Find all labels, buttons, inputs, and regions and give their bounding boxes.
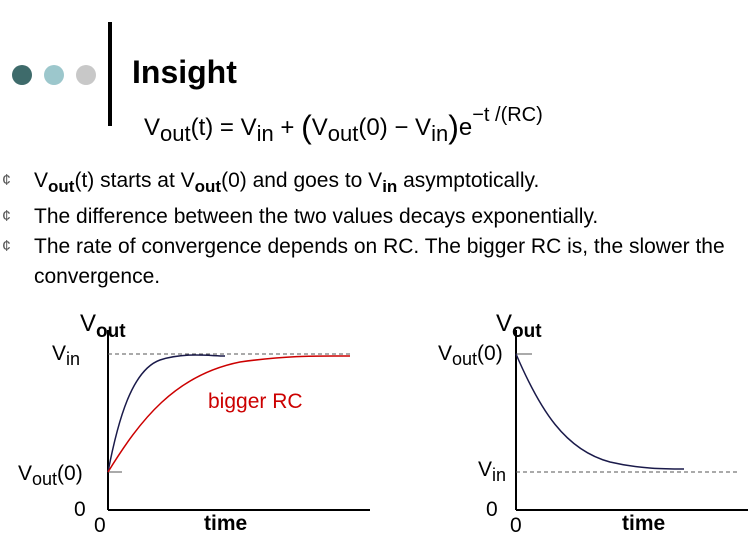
bullet-item: ¢ The rate of convergence depends on RC.… — [0, 232, 740, 292]
decorative-dot-teal — [44, 65, 64, 85]
bullet-list: ¢ Vout(t) starts at Vout(0) and goes to … — [0, 166, 740, 292]
right-vin-label: Vin — [478, 458, 507, 485]
bullet-item: ¢ The difference between the two values … — [0, 202, 740, 232]
left-origin-x: 0 — [94, 514, 106, 537]
left-annotation: bigger RC — [208, 390, 303, 413]
left-curve-small-rc — [107, 354, 226, 473]
right-vout0-label: Vout(0) — [438, 342, 503, 369]
left-vin-label: Vin — [52, 342, 81, 369]
title-divider — [108, 22, 112, 126]
left-curve-big-rc — [107, 355, 351, 473]
left-x-axis-label: time — [204, 512, 248, 535]
decorative-dot-gray — [76, 65, 96, 85]
right-y-axis-label: Vout — [496, 310, 542, 342]
bullet-icon: ¢ — [2, 172, 11, 189]
slide-title: Insight — [132, 54, 237, 90]
right-x-axis-label: time — [622, 512, 666, 535]
left-y-axis-label: Vout — [80, 310, 126, 342]
right-origin-y: 0 — [486, 498, 498, 521]
left-origin-y: 0 — [74, 498, 86, 521]
left-vout0-label: Vout(0) — [18, 462, 83, 489]
decorative-dot-dark — [12, 65, 32, 85]
bullet-icon: ¢ — [2, 208, 11, 226]
right-origin-x: 0 — [510, 514, 522, 537]
bullet-icon: ¢ — [2, 238, 11, 256]
bullet-item: ¢ Vout(t) starts at Vout(0) and goes to … — [0, 166, 740, 202]
right-decay-curve — [515, 353, 685, 470]
rc-equation: Vout(t) = Vin + (Vout(0) − Vin)e−t /(RC) — [144, 104, 543, 146]
